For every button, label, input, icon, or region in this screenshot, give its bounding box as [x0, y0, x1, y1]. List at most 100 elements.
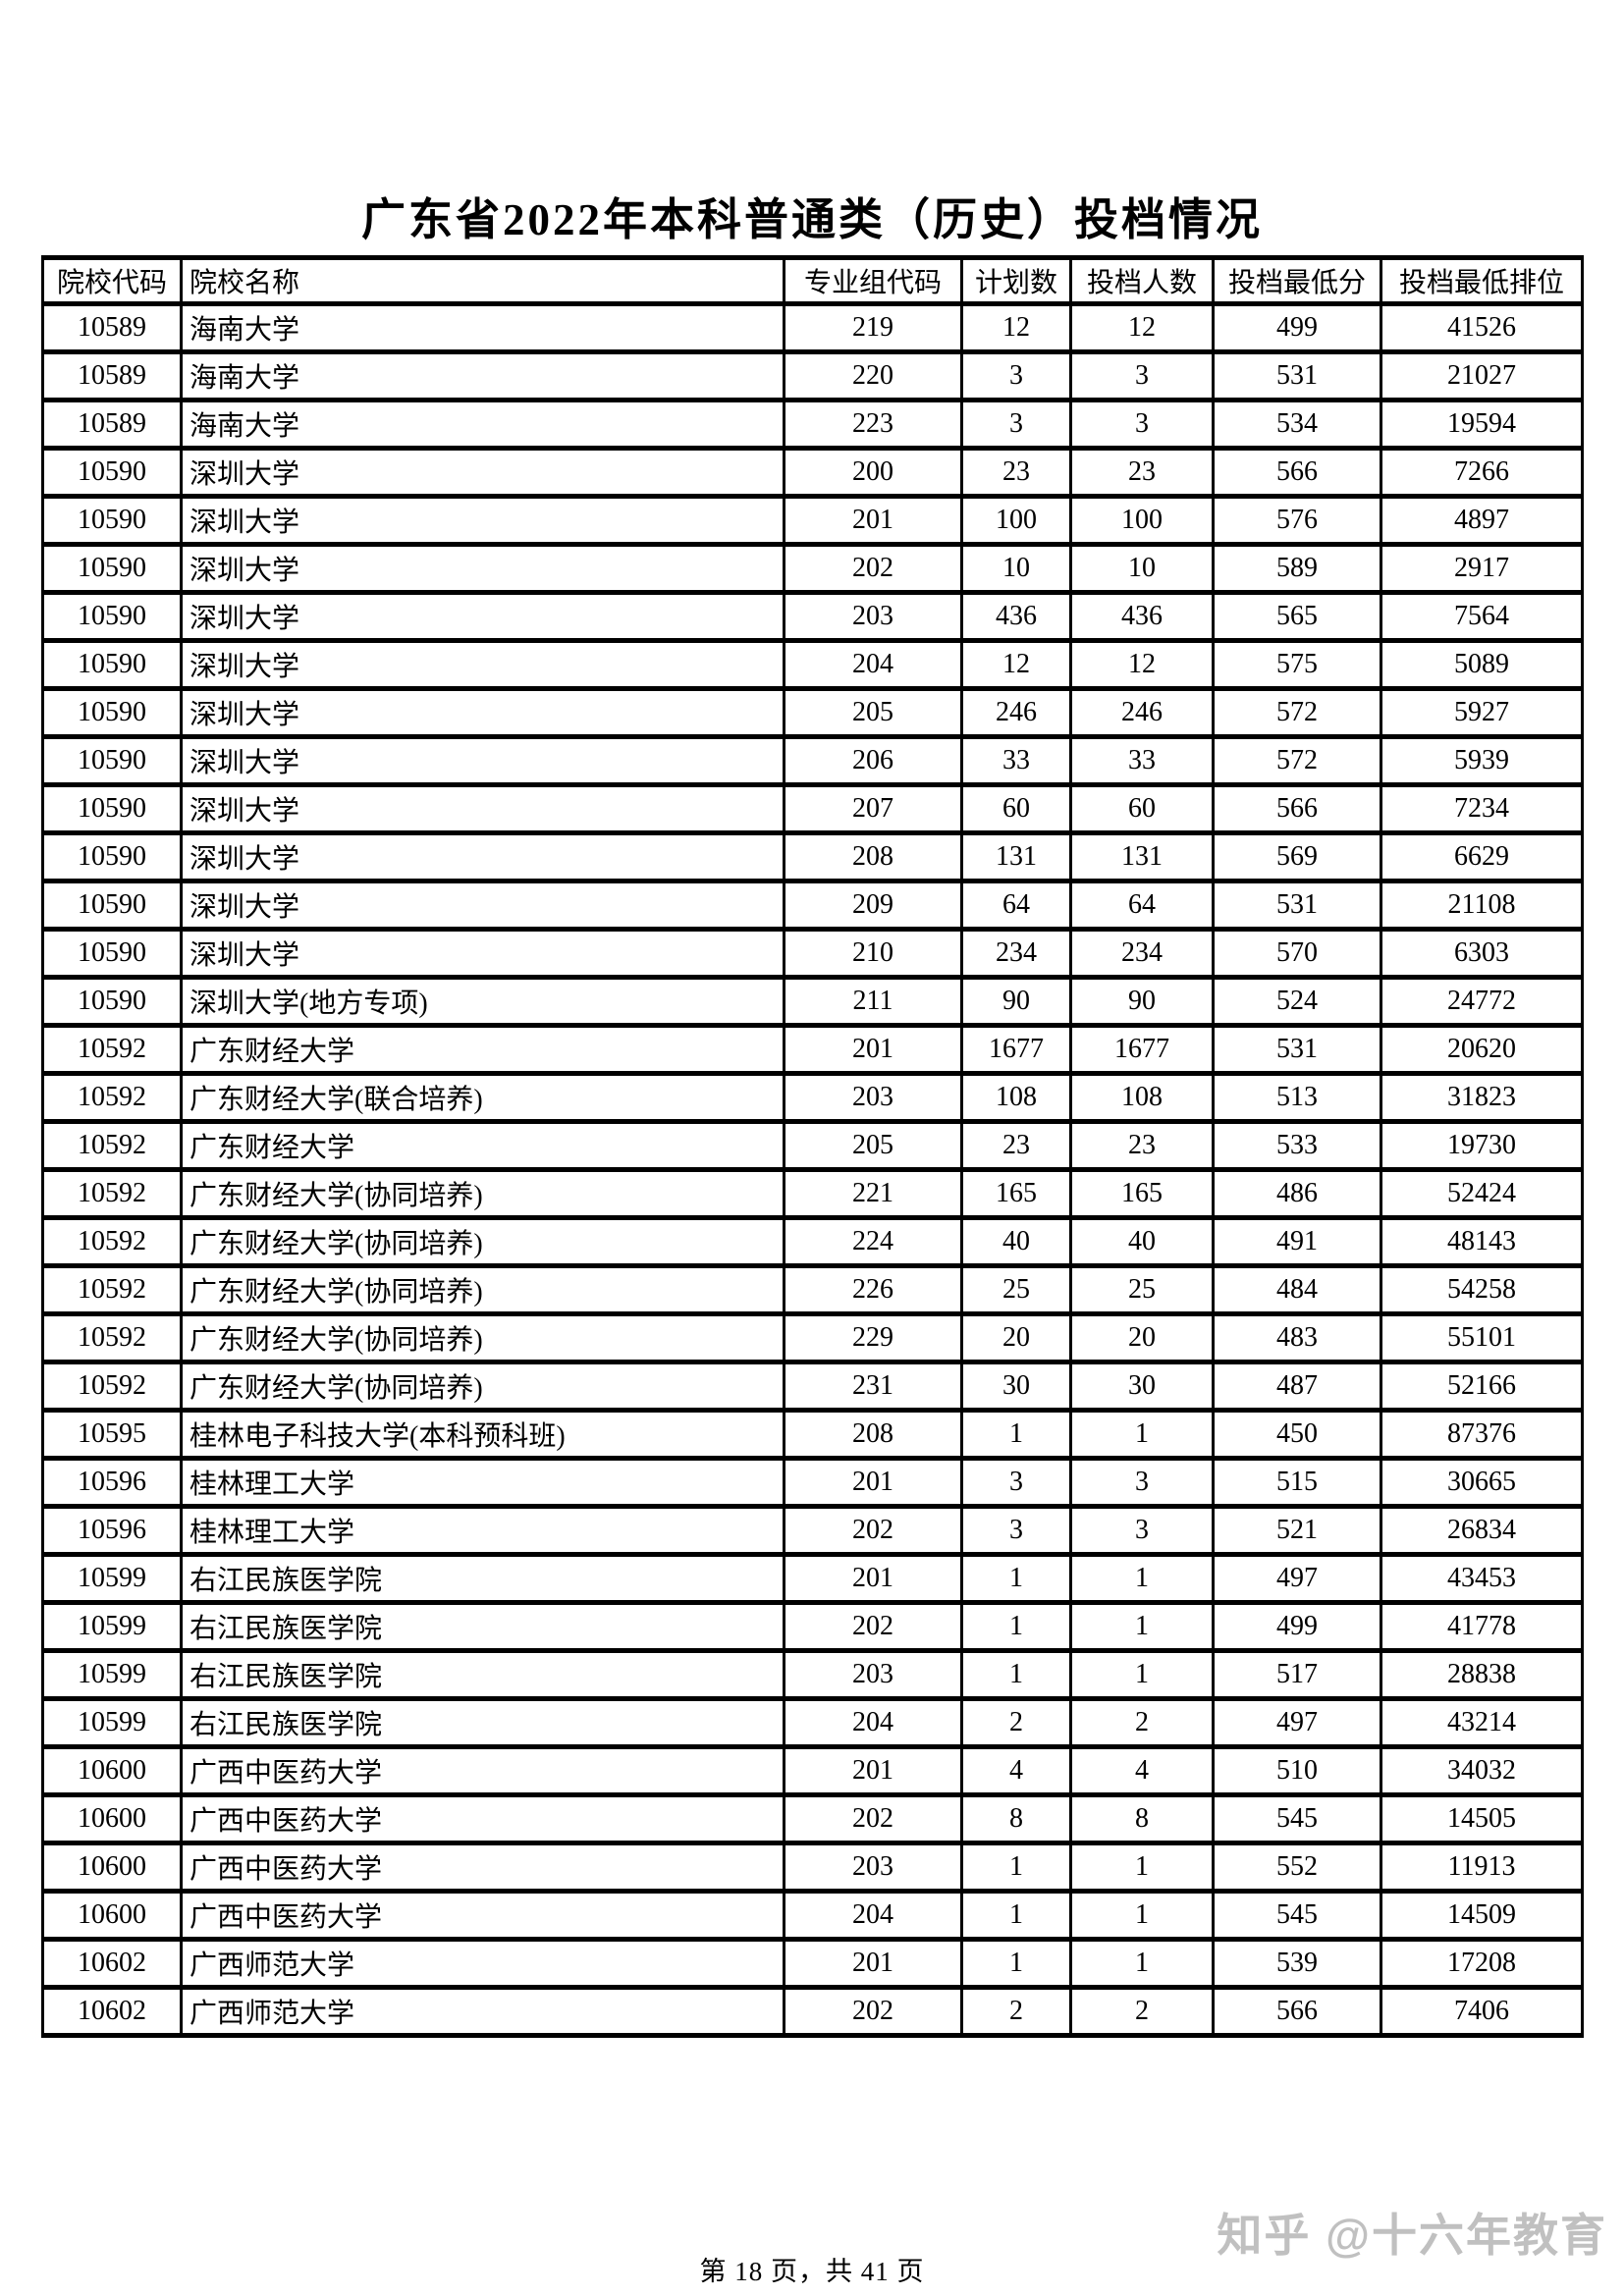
cell-major-group-code: 231 [783, 1360, 963, 1413]
cell-min-score: 497 [1212, 1696, 1382, 1749]
cell-plan-count: 64 [960, 879, 1072, 932]
cell-min-rank: 5927 [1380, 686, 1584, 739]
cell-major-group-code: 226 [783, 1263, 963, 1316]
cell-plan-count: 234 [960, 927, 1072, 980]
cell-min-rank: 6629 [1380, 830, 1584, 883]
cell-min-score: 487 [1212, 1360, 1382, 1413]
cell-submitted-count: 12 [1069, 638, 1215, 691]
cell-plan-count: 2 [960, 1696, 1072, 1749]
cell-major-group-code: 203 [783, 1648, 963, 1701]
cell-submitted-count: 60 [1069, 782, 1215, 835]
cell-submitted-count: 40 [1069, 1215, 1215, 1268]
cell-school-name: 海南大学 [180, 349, 785, 402]
cell-submitted-count: 2 [1069, 1985, 1215, 2038]
table-body: 10589 海南大学 219 12 12 499 41526 10589 海南大学 220 3 3 53… [41, 301, 1584, 2038]
cell-min-score: 572 [1212, 734, 1382, 787]
cell-plan-count: 108 [960, 1071, 1072, 1124]
col-header-school-code: 院校代码 [41, 255, 183, 306]
cell-submitted-count: 20 [1069, 1311, 1215, 1364]
cell-plan-count: 30 [960, 1360, 1072, 1413]
cell-major-group-code: 202 [783, 542, 963, 595]
cell-submitted-count: 64 [1069, 879, 1215, 932]
table-row: 10589 海南大学 220 3 3 531 21027 [41, 349, 1584, 402]
cell-major-group-code: 202 [783, 1985, 963, 2038]
table-row: 10592 广东财经大学(联合培养) 203 108 108 513 31823 [41, 1071, 1584, 1124]
cell-min-rank: 5939 [1380, 734, 1584, 787]
cell-plan-count: 246 [960, 686, 1072, 739]
cell-submitted-count: 3 [1069, 349, 1215, 402]
cell-school-code: 10590 [41, 686, 183, 739]
cell-major-group-code: 208 [783, 1408, 963, 1461]
cell-school-name: 右江民族医学院 [180, 1696, 785, 1749]
table-row: 10592 广东财经大学(协同培养) 221 165 165 486 52424 [41, 1167, 1584, 1220]
cell-school-code: 10592 [41, 1023, 183, 1076]
cell-major-group-code: 207 [783, 782, 963, 835]
cell-min-score: 545 [1212, 1889, 1382, 1942]
cell-school-code: 10595 [41, 1408, 183, 1461]
cell-plan-count: 4 [960, 1744, 1072, 1797]
col-header-min-rank: 投档最低排位 [1380, 255, 1584, 306]
cell-submitted-count: 33 [1069, 734, 1215, 787]
cell-school-name: 深圳大学 [180, 542, 785, 595]
cell-submitted-count: 12 [1069, 301, 1215, 354]
cell-school-name: 深圳大学 [180, 927, 785, 980]
cell-min-rank: 7266 [1380, 446, 1584, 499]
cell-school-name: 深圳大学 [180, 590, 785, 643]
cell-min-rank: 30665 [1380, 1456, 1584, 1509]
cell-plan-count: 1 [960, 1937, 1072, 1990]
cell-min-score: 517 [1212, 1648, 1382, 1701]
cell-submitted-count: 1 [1069, 1648, 1215, 1701]
cell-plan-count: 23 [960, 1119, 1072, 1172]
cell-major-group-code: 204 [783, 1889, 963, 1942]
cell-school-name: 广东财经大学(协同培养) [180, 1311, 785, 1364]
cell-school-code: 10596 [41, 1504, 183, 1557]
cell-min-rank: 54258 [1380, 1263, 1584, 1316]
cell-min-score: 576 [1212, 494, 1382, 547]
cell-min-score: 497 [1212, 1552, 1382, 1605]
cell-min-score: 531 [1212, 879, 1382, 932]
table-row: 10592 广东财经大学 201 1677 1677 531 20620 [41, 1023, 1584, 1076]
cell-school-code: 10596 [41, 1456, 183, 1509]
cell-school-code: 10589 [41, 301, 183, 354]
cell-min-score: 545 [1212, 1792, 1382, 1845]
cell-min-score: 570 [1212, 927, 1382, 980]
cell-min-rank: 52424 [1380, 1167, 1584, 1220]
cell-school-name: 右江民族医学院 [180, 1600, 785, 1653]
cell-plan-count: 1 [960, 1889, 1072, 1942]
cell-min-score: 575 [1212, 638, 1382, 691]
cell-min-rank: 6303 [1380, 927, 1584, 980]
cell-min-score: 589 [1212, 542, 1382, 595]
table-row: 10600 广西中医药大学 201 4 4 510 34032 [41, 1744, 1584, 1797]
table-row: 10590 深圳大学 208 131 131 569 6629 [41, 830, 1584, 883]
cell-school-name: 广西师范大学 [180, 1985, 785, 2038]
cell-major-group-code: 209 [783, 879, 963, 932]
cell-major-group-code: 202 [783, 1600, 963, 1653]
cell-school-code: 10592 [41, 1360, 183, 1413]
cell-submitted-count: 1 [1069, 1841, 1215, 1894]
cell-min-score: 491 [1212, 1215, 1382, 1268]
cell-min-score: 531 [1212, 349, 1382, 402]
cell-school-name: 广东财经大学(协同培养) [180, 1215, 785, 1268]
table-row: 10599 右江民族医学院 203 1 1 517 28838 [41, 1648, 1584, 1701]
cell-school-code: 10590 [41, 927, 183, 980]
cell-min-rank: 28838 [1380, 1648, 1584, 1701]
cell-school-name: 深圳大学(地方专项) [180, 975, 785, 1028]
cell-submitted-count: 100 [1069, 494, 1215, 547]
cell-min-score: 565 [1212, 590, 1382, 643]
cell-min-rank: 5089 [1380, 638, 1584, 691]
cell-min-score: 484 [1212, 1263, 1382, 1316]
cell-school-code: 10592 [41, 1167, 183, 1220]
cell-submitted-count: 10 [1069, 542, 1215, 595]
table-row: 10589 海南大学 223 3 3 534 19594 [41, 398, 1584, 451]
cell-plan-count: 23 [960, 446, 1072, 499]
cell-submitted-count: 1 [1069, 1937, 1215, 1990]
cell-submitted-count: 30 [1069, 1360, 1215, 1413]
cell-school-code: 10590 [41, 975, 183, 1028]
col-header-plan-count: 计划数 [960, 255, 1072, 306]
cell-plan-count: 1677 [960, 1023, 1072, 1076]
cell-submitted-count: 3 [1069, 1504, 1215, 1557]
cell-school-name: 广西师范大学 [180, 1937, 785, 1990]
cell-school-name: 广东财经大学 [180, 1119, 785, 1172]
cell-school-code: 10599 [41, 1600, 183, 1653]
cell-school-name: 广东财经大学(协同培养) [180, 1263, 785, 1316]
